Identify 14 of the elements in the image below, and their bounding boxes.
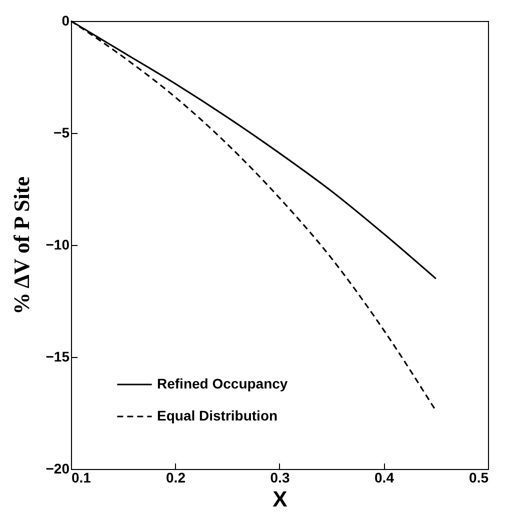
x-axis-title: X <box>272 486 288 512</box>
y-tick-label: 0 <box>62 12 70 28</box>
y-tick-label: −15 <box>46 348 70 364</box>
y-tick-label: −5 <box>54 124 70 140</box>
x-tick-label: 0.2 <box>166 470 186 486</box>
y-tick-label: −10 <box>46 236 70 252</box>
x-tick-label: 0.3 <box>270 470 290 486</box>
legend-label: Equal Distribution <box>157 408 278 424</box>
y-axis-title: % ΔV of P Site <box>8 176 34 315</box>
x-tick-label: 0.4 <box>374 470 394 486</box>
x-tick-label: 0.1 <box>72 470 92 486</box>
x-tick-label: 0.5 <box>469 470 489 486</box>
legend-label: Refined Occupancy <box>157 376 288 392</box>
y-tick-label: −20 <box>46 460 70 476</box>
